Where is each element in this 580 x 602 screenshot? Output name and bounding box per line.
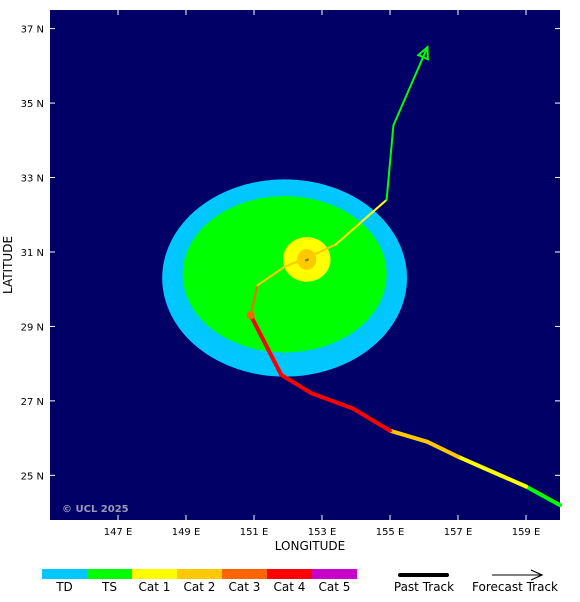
legend-label: Cat 2 [184, 580, 216, 594]
y-axis-title: LATITUDE [1, 236, 15, 294]
credit-text: © UCL 2025 [62, 504, 129, 515]
y-tick-label: 37 N [21, 25, 44, 36]
ts-wind-radius [182, 196, 387, 353]
forecast-track-segment [385, 124, 395, 201]
wind-field [162, 179, 407, 377]
legend-label: Cat 3 [229, 580, 261, 594]
past-track-segment [388, 428, 430, 444]
legend-label: Cat 5 [319, 580, 351, 594]
forecast-track-legend-label: Forecast Track [472, 580, 558, 594]
x-tick-label: 155 E [376, 527, 405, 538]
past-track-segment [524, 484, 562, 508]
legend: TD TS Cat 1 Cat 2 Cat 3 Cat 4 Cat 5 Past Track F… [42, 569, 558, 594]
past-track-segment [309, 391, 355, 411]
axis-tick-labels: 147 E 149 E 151 E 153 E 155 E 157 E 159 E 25 N 2… [21, 25, 541, 538]
forecast-track-segment [283, 254, 313, 268]
past-track-segment [490, 469, 528, 489]
y-tick-label: 33 N [21, 174, 44, 185]
x-tick-label: 147 E [104, 527, 133, 538]
legend-label: TD [55, 580, 73, 594]
forecast-track-segment [310, 243, 337, 257]
plot-area: © UCL 2025 [50, 10, 562, 520]
axis-ticks [50, 10, 560, 520]
forecast-track-segment [334, 198, 388, 246]
x-tick-label: 151 E [240, 527, 269, 538]
y-tick-label: 35 N [21, 99, 44, 110]
legend-swatch [312, 569, 357, 579]
legend-label: TS [101, 580, 117, 594]
forecast-track-legend-arrow [530, 569, 544, 581]
legend-swatch [177, 569, 222, 579]
y-tick-label: 25 N [21, 471, 44, 482]
legend-swatch [222, 569, 267, 579]
y-tick-label: 31 N [21, 248, 44, 259]
legend-swatch [87, 569, 132, 579]
past-track-segment [425, 439, 460, 459]
legend-swatch [132, 569, 177, 579]
forecast-track-segment [256, 265, 286, 287]
x-axis-title: LONGITUDE [275, 539, 345, 553]
y-tick-label: 27 N [21, 397, 44, 408]
past-track-segment [456, 454, 494, 474]
past-track-legend-label: Past Track [394, 580, 454, 594]
x-tick-label: 159 E [512, 527, 541, 538]
past-track-segment [279, 372, 314, 396]
current-position-marker [246, 311, 255, 320]
forecast-track-segment [392, 46, 429, 127]
legend-swatch [267, 569, 312, 579]
legend-swatch [42, 569, 87, 579]
x-tick-label: 157 E [444, 527, 473, 538]
legend-label: Cat 4 [274, 580, 306, 594]
past-track-segment [248, 313, 284, 377]
storm-tracks [246, 45, 562, 508]
forecast-arrowhead [416, 45, 429, 61]
y-tick-label: 29 N [21, 322, 44, 333]
past-track-segment [350, 406, 392, 433]
x-tick-label: 153 E [308, 527, 337, 538]
x-tick-label: 149 E [172, 527, 201, 538]
legend-label: Cat 1 [139, 580, 171, 594]
forecast-track-segment [249, 284, 259, 317]
